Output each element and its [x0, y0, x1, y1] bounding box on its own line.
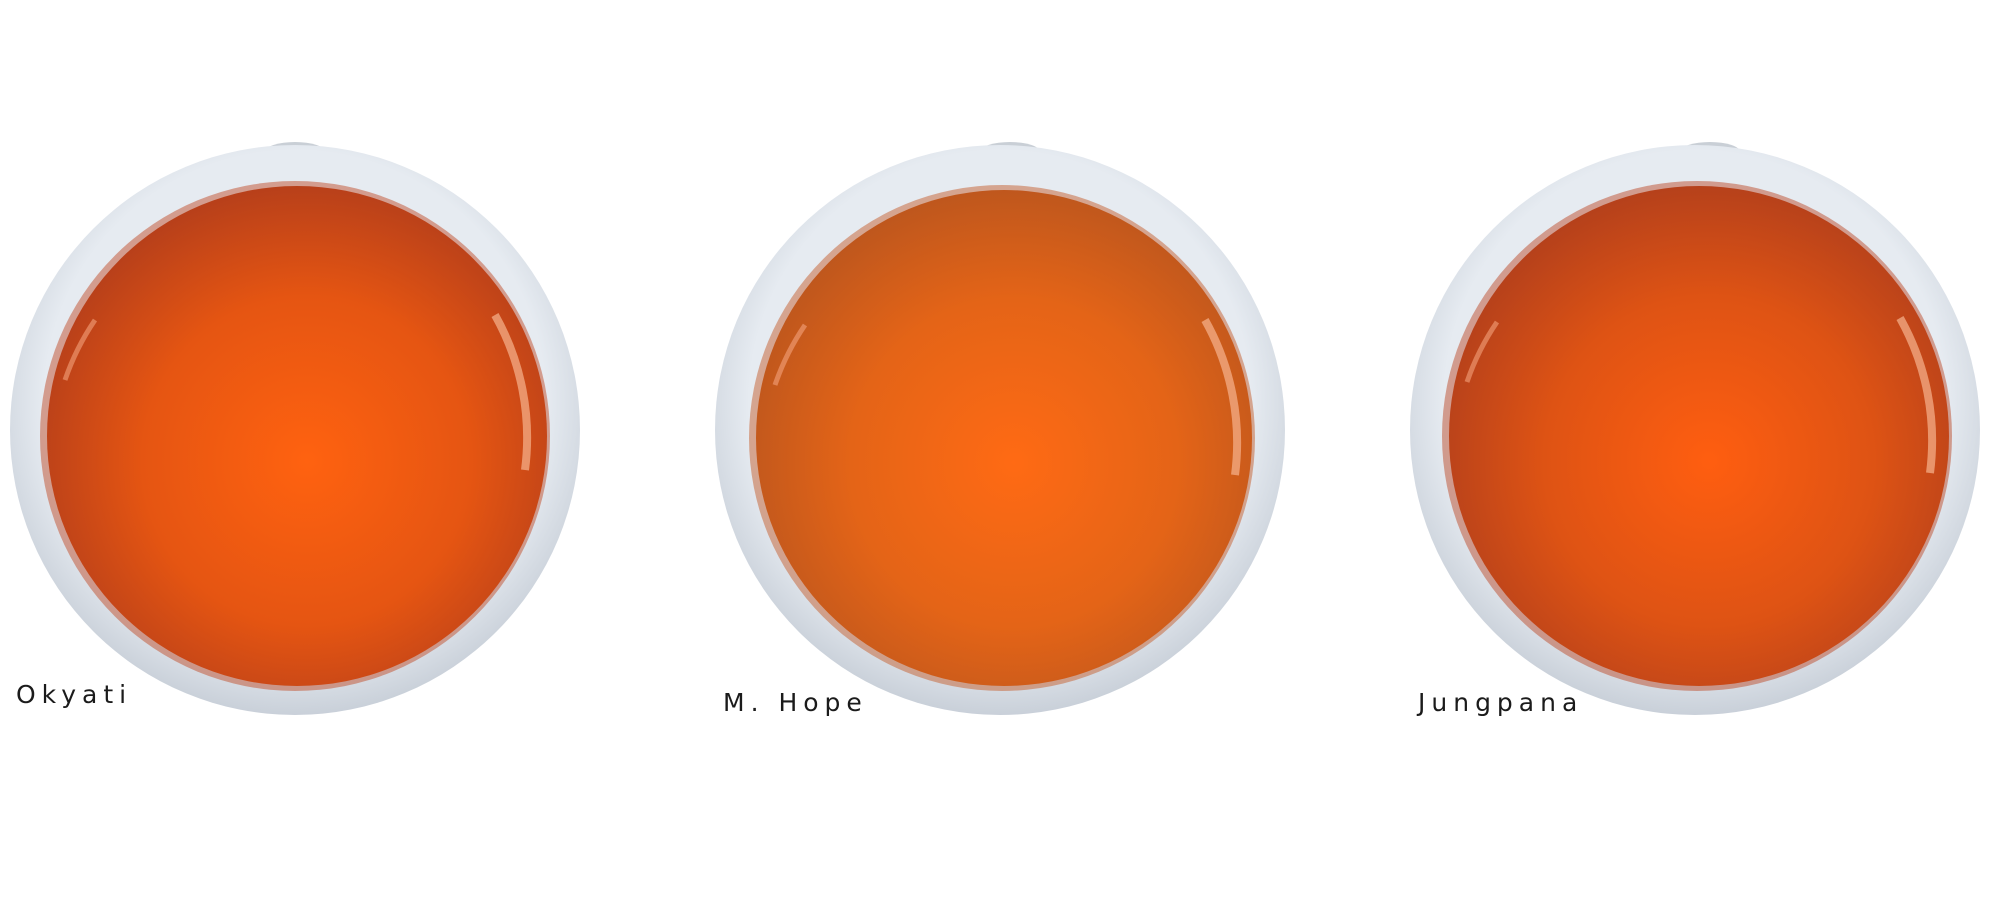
- tea-cup-okyati: [5, 140, 585, 720]
- tea-cup-okyati-graphic: [10, 142, 580, 715]
- tea-cup-jungpana: [1405, 140, 1985, 720]
- cup-label-jungpana: Jungpana: [1418, 688, 1584, 717]
- liquor-highlight: [62, 318, 98, 381]
- tea-liquor: [756, 190, 1252, 686]
- liquor-highlight: [1896, 316, 1937, 474]
- cup-label-okyati: Okyati: [16, 680, 133, 709]
- tea-liquor: [47, 186, 547, 686]
- liquor-highlight: [491, 313, 532, 471]
- liquor-highlight: [1201, 318, 1242, 476]
- liquor-highlight: [772, 323, 808, 386]
- tea-liquor: [1449, 186, 1949, 686]
- tea-cup-jungpana-graphic: [1410, 142, 1980, 715]
- tea-cup-m-hope-graphic: [715, 142, 1285, 715]
- liquor-highlight: [1464, 320, 1500, 383]
- tea-cup-m-hope: [710, 140, 1290, 720]
- cup-label-m-hope: M. Hope: [723, 688, 868, 717]
